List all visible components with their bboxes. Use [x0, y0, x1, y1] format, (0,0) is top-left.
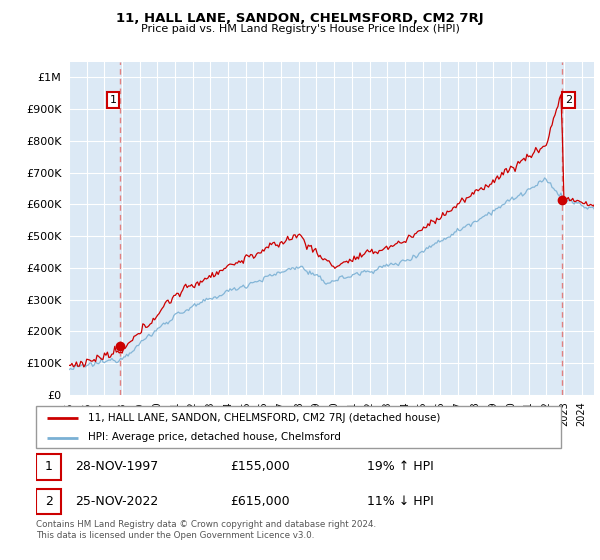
Text: 1: 1: [44, 460, 53, 473]
Text: HPI: Average price, detached house, Chelmsford: HPI: Average price, detached house, Chel…: [89, 432, 341, 442]
Text: £155,000: £155,000: [230, 460, 290, 473]
Text: 11, HALL LANE, SANDON, CHELMSFORD, CM2 7RJ: 11, HALL LANE, SANDON, CHELMSFORD, CM2 7…: [116, 12, 484, 25]
Text: Contains HM Land Registry data © Crown copyright and database right 2024.
This d: Contains HM Land Registry data © Crown c…: [36, 520, 376, 540]
Text: 2: 2: [44, 495, 53, 508]
Text: 28-NOV-1997: 28-NOV-1997: [76, 460, 158, 473]
FancyBboxPatch shape: [36, 406, 561, 448]
Text: 2: 2: [565, 95, 572, 105]
Text: 1: 1: [110, 95, 116, 105]
Text: Price paid vs. HM Land Registry's House Price Index (HPI): Price paid vs. HM Land Registry's House …: [140, 24, 460, 34]
FancyBboxPatch shape: [36, 454, 61, 479]
Text: 25-NOV-2022: 25-NOV-2022: [76, 495, 158, 508]
FancyBboxPatch shape: [36, 489, 61, 514]
Text: 19% ↑ HPI: 19% ↑ HPI: [367, 460, 433, 473]
Text: 11% ↓ HPI: 11% ↓ HPI: [367, 495, 433, 508]
Text: 11, HALL LANE, SANDON, CHELMSFORD, CM2 7RJ (detached house): 11, HALL LANE, SANDON, CHELMSFORD, CM2 7…: [89, 413, 441, 423]
Text: £615,000: £615,000: [230, 495, 290, 508]
